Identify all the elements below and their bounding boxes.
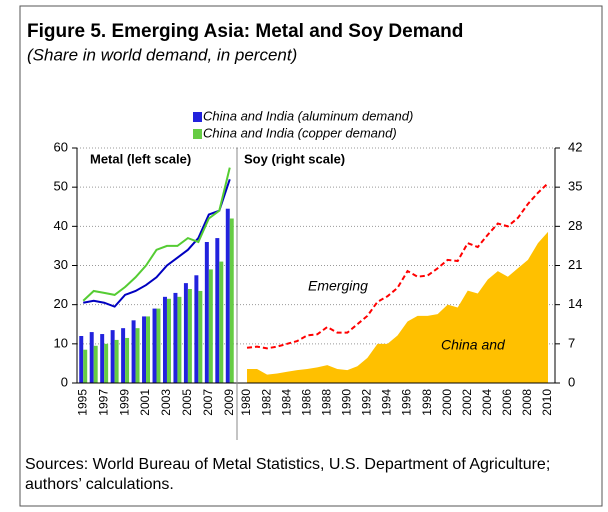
x-tick-label: 1998 xyxy=(420,389,434,416)
x-tick-label: 1986 xyxy=(299,389,313,416)
x-tick-label: 2006 xyxy=(500,389,514,416)
x-tick-label: 1982 xyxy=(259,389,273,416)
bar xyxy=(114,339,119,383)
x-tick-label: 1992 xyxy=(360,389,374,416)
x-tick-label: 2004 xyxy=(480,389,494,416)
x-tick-label: 2005 xyxy=(180,389,194,416)
x-tick-label: 1990 xyxy=(340,389,354,416)
x-tick-label: 1988 xyxy=(319,389,333,416)
x-tick-label: 2007 xyxy=(201,389,215,416)
x-tick-label: 2000 xyxy=(440,389,454,416)
y-tick-label: 30 xyxy=(54,257,68,272)
x-tick-label: 1995 xyxy=(75,389,89,416)
legend-label: China and India (aluminum demand) xyxy=(203,108,413,123)
bar xyxy=(142,316,147,383)
bar xyxy=(187,289,192,383)
bar xyxy=(156,308,161,383)
bar xyxy=(166,298,171,383)
bar xyxy=(125,337,130,383)
bar xyxy=(173,292,178,383)
y-tick-label: 10 xyxy=(54,335,68,350)
y-tick-label: 21 xyxy=(568,257,582,272)
y-tick-label: 0 xyxy=(568,374,575,389)
bar xyxy=(183,283,188,383)
panel-label: Soy (right scale) xyxy=(244,151,345,166)
panel-label: Metal (left scale) xyxy=(90,151,191,166)
series-annotation: China and xyxy=(441,337,506,353)
bar xyxy=(83,349,88,383)
x-tick-label: 2010 xyxy=(540,389,554,416)
title: Figure 5. Emerging Asia: Metal and Soy D… xyxy=(27,21,463,42)
bar xyxy=(198,290,203,383)
y-tick-label: 50 xyxy=(54,179,68,194)
bar xyxy=(225,208,230,383)
bar xyxy=(194,275,199,383)
x-tick-label: 1984 xyxy=(279,389,293,416)
bar xyxy=(229,218,234,383)
x-tick-label: 1996 xyxy=(400,389,414,416)
line xyxy=(246,182,549,350)
x-tick-label: 2003 xyxy=(159,389,173,416)
bar xyxy=(93,345,98,383)
x-tick-label: 2002 xyxy=(460,389,474,416)
x-tick-label: 1994 xyxy=(380,389,394,416)
y-tick-label: 20 xyxy=(54,296,68,311)
x-tick-label: 2001 xyxy=(138,389,152,416)
x-tick-label: 2008 xyxy=(520,389,534,416)
sources-box: Sources: World Bureau of Metal Statistic… xyxy=(25,456,551,493)
bar xyxy=(162,296,167,383)
y-tick-label: 60 xyxy=(54,139,68,154)
y-tick-label: 35 xyxy=(568,179,582,194)
bar xyxy=(177,296,182,383)
legend-swatch xyxy=(193,129,202,139)
bar xyxy=(215,238,220,383)
bar xyxy=(208,269,213,383)
bar xyxy=(110,330,115,383)
bar xyxy=(204,242,209,383)
figure-border xyxy=(19,5,603,507)
bar xyxy=(79,336,84,383)
bar xyxy=(152,308,157,383)
y-tick-label: 14 xyxy=(568,296,582,311)
legend-label: China and India (copper demand) xyxy=(203,125,397,140)
bar xyxy=(135,328,140,383)
legend-swatch xyxy=(193,112,202,122)
subtitle: (Share in world demand, in percent) xyxy=(27,45,297,64)
y-tick-label: 0 xyxy=(61,374,68,389)
bar xyxy=(121,328,126,383)
sources: Sources: World Bureau of Metal Statistic… xyxy=(25,456,551,493)
bar xyxy=(131,320,136,383)
bar xyxy=(146,316,151,383)
x-tick-label: 2009 xyxy=(222,389,236,416)
bar xyxy=(100,334,105,383)
y-tick-label: 28 xyxy=(568,218,582,233)
bar xyxy=(104,343,109,383)
area xyxy=(247,231,548,383)
bar xyxy=(89,332,94,383)
y-tick-label: 7 xyxy=(568,335,575,350)
series-annotation: Emerging xyxy=(308,278,368,294)
y-tick-label: 40 xyxy=(54,218,68,233)
line xyxy=(83,179,231,308)
x-tick-label: 1999 xyxy=(117,389,131,416)
x-tick-label: 1997 xyxy=(96,389,110,416)
x-tick-label: 1980 xyxy=(239,389,253,416)
line xyxy=(82,167,231,302)
y-tick-label: 42 xyxy=(568,139,582,154)
bar xyxy=(219,261,224,383)
